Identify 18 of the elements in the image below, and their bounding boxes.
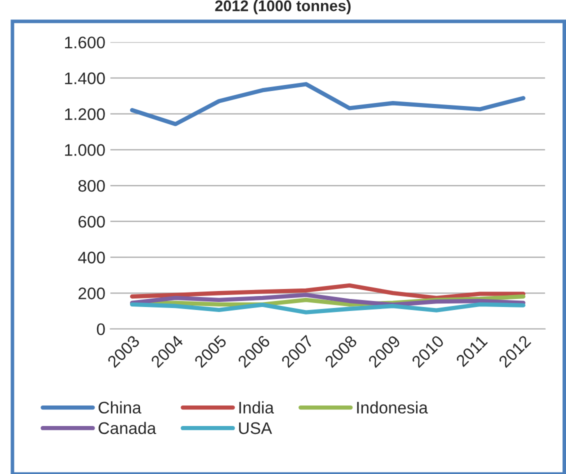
legend-label: Canada [98, 422, 156, 434]
line-series [130, 302, 526, 314]
chart-title: 2012 (1000 tonnes) [215, 0, 351, 14]
y-tick-label: 600 [78, 216, 105, 228]
legend-label: USA [239, 422, 272, 434]
y-tick-label: 1.000 [65, 144, 105, 156]
y-tick-label: 200 [78, 288, 105, 300]
y-tick-label: 400 [78, 252, 105, 264]
y-tick-label: 1.200 [65, 108, 105, 120]
line-series [130, 82, 526, 126]
legend-label: China [98, 401, 142, 414]
y-tick-label: 0 [96, 323, 105, 336]
legend-label: Indonesia [357, 401, 428, 414]
y-tick-label: 1.600 [65, 36, 105, 48]
y-tick-label: 800 [78, 180, 105, 192]
line-series [130, 283, 526, 300]
y-tick-label: 1.400 [65, 72, 105, 84]
legend-label: India [239, 401, 274, 414]
